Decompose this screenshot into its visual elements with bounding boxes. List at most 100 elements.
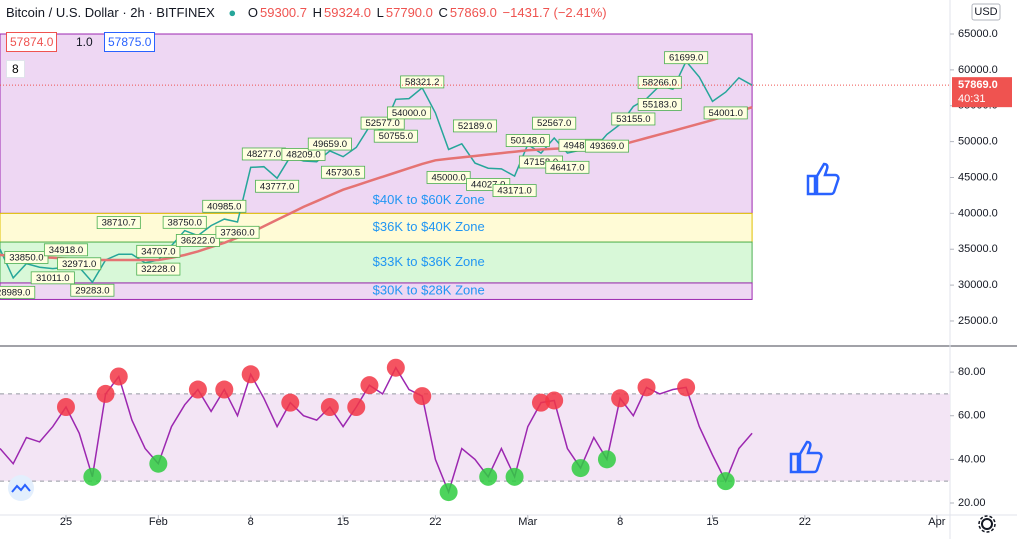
logo[interactable] [8, 475, 34, 501]
pivot-label: 58266.0 [643, 77, 677, 88]
zone [0, 241, 753, 284]
currency-box[interactable] [971, 3, 1001, 21]
signal-dot [637, 378, 656, 397]
status-dot: ● [228, 5, 237, 20]
zone-label: $33K to $36K Zone [373, 254, 485, 269]
pivot-box [136, 262, 181, 276]
pivot-box [30, 271, 75, 285]
settings-gear[interactable] [978, 515, 996, 533]
pivot-box [611, 112, 656, 126]
pivot-label: 58321.2 [405, 77, 439, 88]
rsi-band [0, 393, 950, 482]
x-tick-label: 15 [706, 516, 718, 528]
x-tick-label: Mar [518, 516, 537, 528]
pivot-label: 53155.0 [616, 114, 650, 125]
pivot-label: 34707.0 [141, 246, 175, 257]
pivot-box [162, 215, 207, 229]
y-tick-label: 20.00 [958, 497, 986, 509]
indicators-toggle[interactable]: 8 [6, 60, 25, 78]
pivot-label: 44027.0 [471, 179, 505, 190]
last-price-box [952, 77, 1012, 108]
pivot-box [281, 148, 326, 161]
pivot-box [70, 283, 115, 297]
y-tick-label: 45000.0 [958, 171, 998, 183]
pivot-box [426, 171, 471, 184]
pivot-label: 55183.0 [643, 99, 677, 110]
pivot-box [545, 160, 590, 174]
high-label: H [312, 5, 323, 20]
x-tick-label: 22 [429, 516, 441, 528]
pivot-label: 50148.0 [511, 136, 545, 147]
pivot-label: 48277.0 [247, 149, 281, 160]
pivot-label: 37360.0 [220, 227, 254, 238]
signal-dot [716, 472, 735, 491]
last-price-label: 57869.0 [958, 79, 998, 91]
zone [0, 282, 753, 300]
thumbs-up-icon [806, 162, 840, 196]
pivot-label: 61699.0 [669, 53, 703, 64]
pivot-box [321, 165, 366, 179]
pivot-label: 40985.0 [207, 201, 241, 212]
countdown: 40:31 [958, 93, 986, 105]
signal-dot [505, 467, 524, 486]
signal-dot [149, 454, 168, 473]
pivot-box [202, 199, 247, 213]
bid[interactable]: 57874.0 [6, 32, 58, 52]
pivot-label: 52577.0 [365, 118, 399, 129]
pivot-label: 49369.0 [590, 141, 624, 152]
pivot-label: 38750.0 [168, 217, 202, 228]
pivot-label: 50755.0 [379, 131, 413, 142]
pivot-box [584, 139, 629, 153]
pivot-box [175, 234, 220, 247]
pivot-label: 29283.0 [75, 285, 109, 296]
y-tick-label: 60000.0 [958, 64, 998, 76]
symbol: Bitcoin / U.S. Dollar · 2h · BITFINEX [6, 5, 215, 20]
y-tick-label: 65000.0 [958, 28, 998, 40]
pivot-box [96, 216, 141, 230]
pivot-label: 32228.0 [141, 264, 175, 275]
y-tick-label: 50000.0 [958, 136, 998, 148]
pivot-box [637, 98, 682, 111]
y-tick-label: 30000.0 [958, 279, 998, 291]
pivot-label: 43777.0 [260, 181, 294, 192]
pivot-label: 28989.0 [0, 287, 30, 298]
pivot-label: 49489.0 [563, 140, 597, 151]
y-tick-label: 25000.0 [958, 315, 998, 327]
signal-dot [96, 384, 115, 403]
signal-dot [281, 393, 300, 412]
low-label: L [376, 5, 384, 20]
pivot-label: 32971.0 [62, 259, 96, 270]
pivot-label: 45000.0 [431, 173, 465, 184]
zone-label: $40K to $60K Zone [373, 192, 485, 207]
x-tick-label: 25 [60, 516, 72, 528]
signal-dot [677, 378, 696, 397]
pivot-label: 52567.0 [537, 118, 571, 129]
pivot-box [136, 244, 181, 258]
signal-dot [413, 387, 432, 406]
thumbs-up-icon [789, 440, 823, 474]
pivot-box [43, 243, 88, 257]
high: 59324.0 [324, 5, 372, 20]
pivot-box [664, 51, 709, 65]
pivot-label: 46417.0 [550, 162, 584, 173]
x-tick-label: Apr [928, 516, 945, 528]
ask[interactable]: 57875.0 [104, 32, 156, 52]
signal-dot [347, 398, 366, 416]
y-tick-label: 80.00 [958, 366, 986, 378]
signal-dot [241, 365, 260, 384]
pivot-box [0, 285, 36, 299]
signal-dot [571, 459, 590, 478]
signal-dot [360, 376, 379, 395]
pivot-box [57, 257, 102, 271]
y-tick-label: 40.00 [958, 453, 986, 465]
pivot-label: 38710.7 [102, 218, 136, 229]
pivot-label: 36222.0 [181, 235, 215, 246]
pivot-box [703, 106, 748, 120]
pivot-label: 52189.0 [458, 121, 492, 132]
pivot-label: 48209.0 [286, 149, 320, 160]
x-tick-label: 22 [799, 516, 811, 528]
pivot-label: 45730.5 [326, 167, 360, 178]
signal-dot [439, 483, 458, 502]
